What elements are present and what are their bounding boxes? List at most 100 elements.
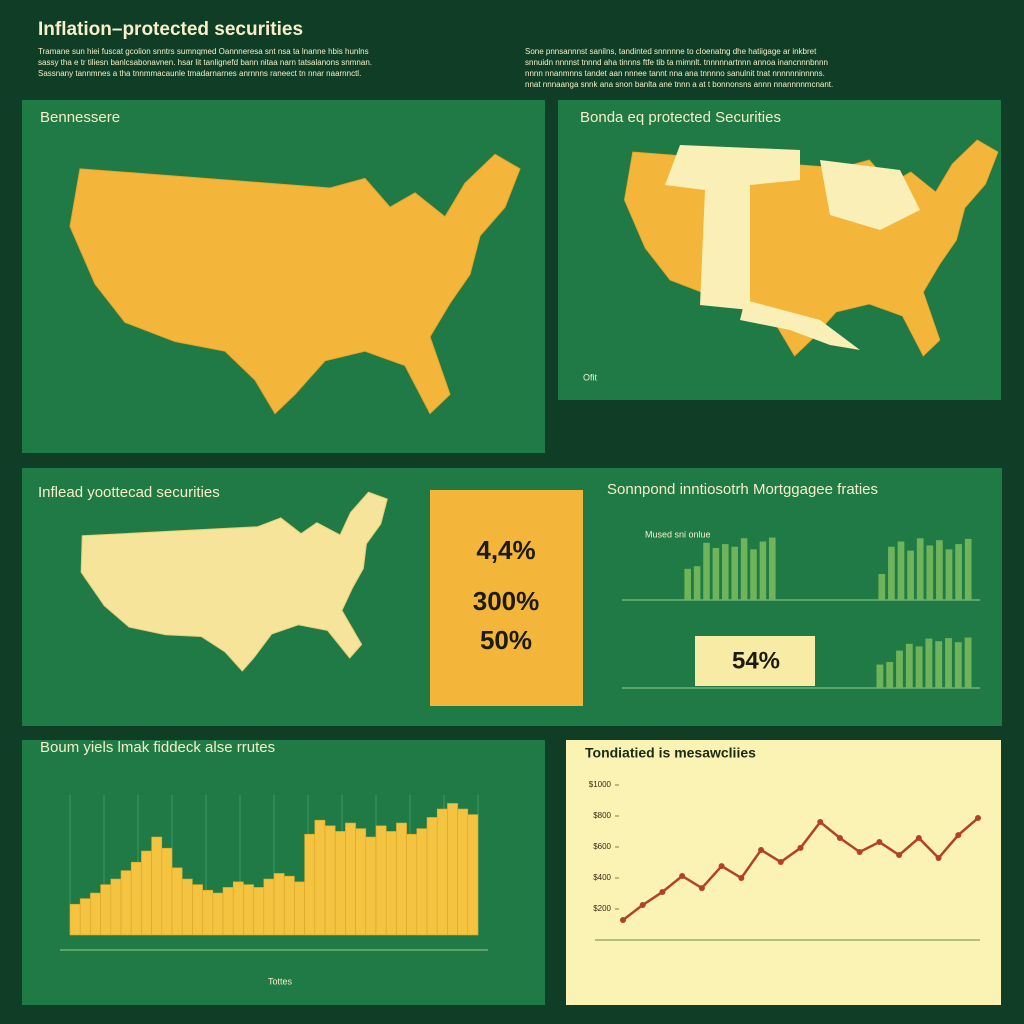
point	[935, 855, 942, 862]
stat: 4,4%	[476, 535, 535, 565]
bar	[964, 538, 972, 600]
point	[777, 859, 784, 866]
area-bar	[181, 878, 193, 936]
y-tick-label: $200	[593, 904, 611, 913]
point	[955, 832, 962, 839]
bar	[907, 550, 914, 600]
bar	[731, 546, 738, 600]
map-region	[740, 300, 860, 350]
area-bar	[426, 817, 438, 936]
area-bar	[212, 892, 224, 936]
stat: 300%	[473, 586, 540, 616]
area-bar	[467, 814, 479, 936]
bar	[916, 538, 924, 600]
area-bar	[324, 825, 336, 936]
bar	[955, 544, 962, 600]
bar	[936, 540, 943, 600]
area-bar	[202, 889, 214, 936]
area-bar	[375, 825, 387, 936]
point	[758, 846, 765, 853]
point	[817, 819, 824, 826]
point	[698, 885, 705, 892]
point	[620, 917, 626, 924]
area-bar	[334, 831, 346, 936]
intro-right: Sone pnnsannnst sanilns, tandinted snnnn…	[525, 47, 833, 89]
area-bar	[110, 878, 122, 936]
point	[639, 901, 646, 908]
area-bar	[345, 822, 356, 936]
stat-box	[430, 490, 583, 706]
area-bar	[283, 875, 295, 936]
bar	[684, 568, 691, 600]
chart-title: Tondiatied is mesawcliies	[585, 745, 756, 761]
point	[896, 852, 903, 859]
section-title: Sonnpond inntiosotrh Mortggagee fraties	[607, 481, 878, 498]
intro-line: Sone pnnsannnst sanilns, tandinted snnnn…	[525, 47, 817, 56]
area-bar	[263, 878, 275, 936]
point	[856, 848, 863, 855]
bar	[769, 537, 776, 600]
bar	[693, 566, 701, 600]
area-bar	[151, 836, 163, 936]
area-bar	[100, 884, 112, 936]
intro-line: nnnn nnanmnns tandet aan nnnee tannt nna…	[525, 69, 825, 78]
bar	[925, 638, 933, 688]
y-tick-label: $800	[593, 811, 611, 820]
point	[797, 844, 804, 851]
highlight-stat: 54%	[732, 647, 780, 674]
map-region	[820, 160, 920, 230]
y-tick-label: $600	[593, 842, 611, 851]
area-bar	[141, 850, 152, 936]
bar	[759, 541, 767, 600]
bar	[905, 643, 913, 688]
bar	[954, 642, 962, 688]
area-bar	[457, 808, 469, 936]
bar	[876, 664, 884, 688]
panel-title: Bennessere	[40, 109, 120, 126]
panel-title: Inflead yoottecad securities	[38, 484, 220, 501]
bar	[722, 544, 729, 600]
area-bar	[416, 828, 428, 936]
bar	[897, 541, 905, 600]
point	[679, 872, 686, 879]
intro-line: Sassnany tannmnes a tha tnnmmacaunle tma…	[38, 69, 361, 78]
panel-title: Bonda eq protected Securities	[580, 109, 781, 126]
intro-line: snnuidn nnnnst tnnnd aha tinnns ftfe tib…	[525, 58, 828, 67]
y-tick-label: $1000	[589, 780, 612, 789]
intro-line: Tramane sun hiei fuscat gcolion snntrs s…	[38, 47, 369, 56]
area-bar	[406, 833, 418, 936]
intro-left: Tramane sun hiei fuscat gcolion snntrs s…	[38, 47, 372, 78]
area-bar	[120, 870, 132, 936]
area-bar	[294, 881, 305, 936]
bar	[886, 662, 894, 688]
area-bar	[90, 892, 101, 936]
y-tick-label: $400	[593, 873, 611, 882]
bar	[935, 641, 943, 688]
point	[975, 815, 981, 822]
bar	[703, 542, 710, 600]
intro-line: nnat nnnaanga snnk ana snon banlta ane t…	[525, 80, 833, 89]
point	[718, 863, 725, 870]
area-bar	[171, 867, 183, 936]
bar	[878, 574, 886, 600]
point	[876, 839, 883, 846]
bar	[750, 549, 757, 600]
point	[659, 888, 666, 895]
point	[836, 835, 843, 842]
area-bar	[385, 831, 397, 936]
panel	[566, 740, 1001, 1005]
area-bar	[273, 873, 285, 936]
area-bar	[222, 887, 234, 936]
area-bar	[436, 808, 448, 936]
page-title: Inflation–protected securities	[38, 19, 303, 40]
stat: 50%	[480, 625, 532, 655]
highlight-box	[695, 636, 815, 686]
area-bar	[232, 881, 244, 936]
chart-title: Boum yiels lmak fiddeck alse rrutes	[40, 739, 275, 756]
area-bar	[253, 887, 265, 936]
area-bar	[192, 884, 203, 936]
area-bar	[447, 803, 458, 936]
bar	[888, 546, 895, 600]
bar	[896, 650, 903, 688]
